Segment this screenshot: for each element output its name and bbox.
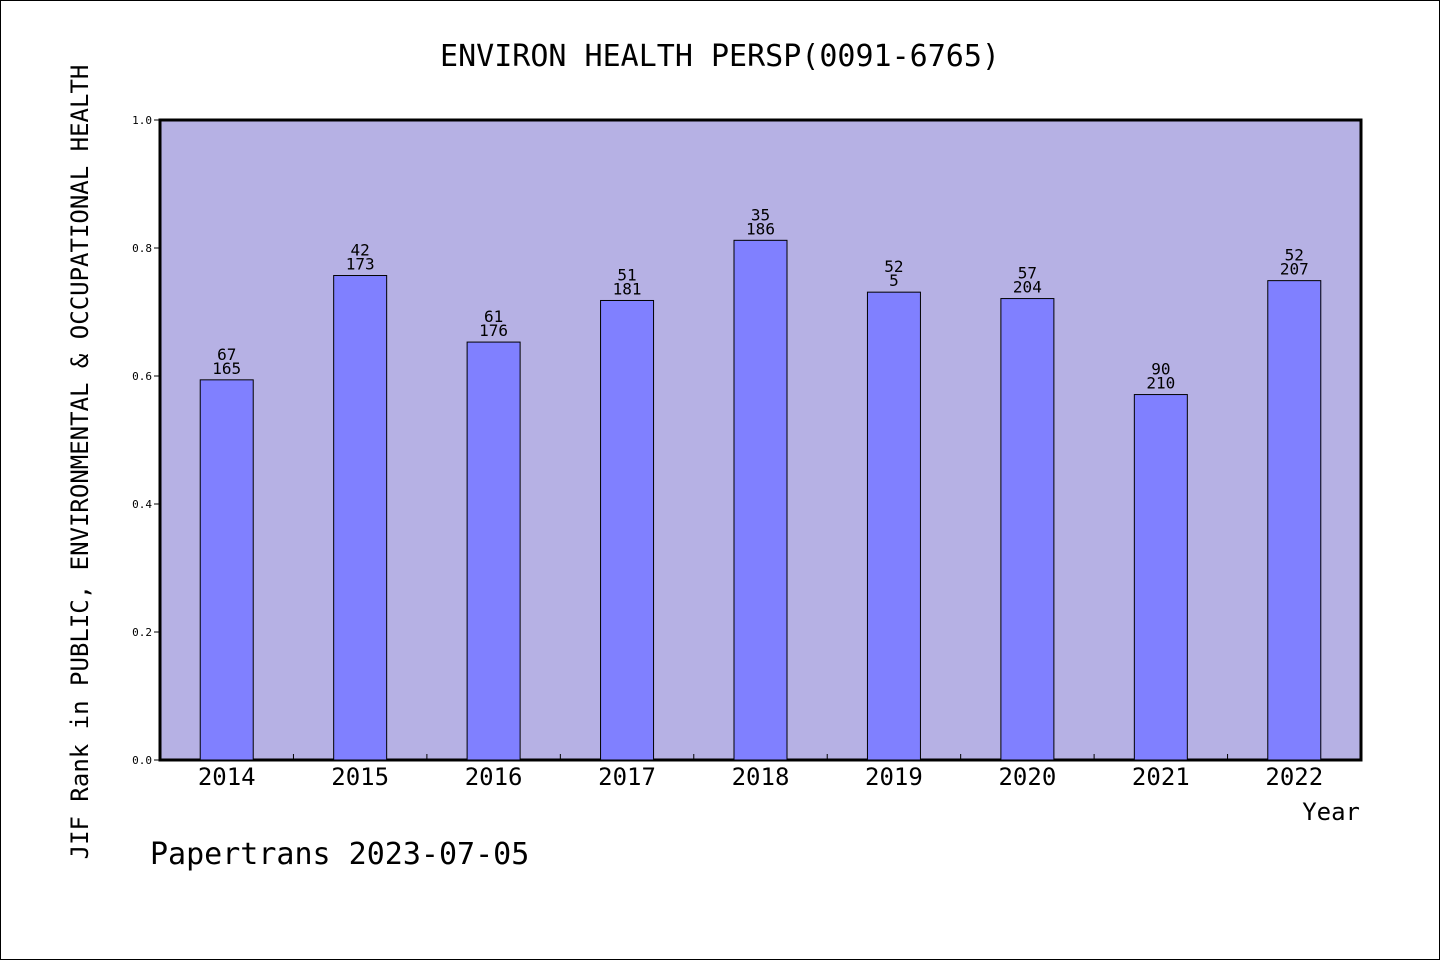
bar-label-bottom: 186 — [746, 219, 775, 238]
bar-2015 — [333, 275, 388, 761]
x-tick-label: 2016 — [465, 763, 523, 791]
bar-label-top: 35 — [751, 205, 770, 224]
bar-label-top: 57 — [1018, 264, 1037, 283]
bar-2022 — [1267, 280, 1322, 761]
x-tick-label: 2015 — [331, 763, 389, 791]
bar-label-bottom: 181 — [613, 279, 642, 298]
x-tick-label: 2017 — [598, 763, 656, 791]
bar-2020 — [1000, 298, 1055, 761]
bar-label-bottom: 165 — [212, 359, 241, 378]
y-tick-label: 0.6 — [132, 370, 152, 383]
bar-label-bottom: 173 — [346, 255, 375, 274]
x-tick-label: 2020 — [998, 763, 1056, 791]
credit-text: Papertrans 2023-07-05 — [150, 837, 529, 872]
bar-label-top: 61 — [484, 307, 503, 326]
x-tick-label: 2019 — [865, 763, 923, 791]
x-tick-label: 2022 — [1265, 763, 1323, 791]
y-axis-label: JIF Rank in PUBLIC, ENVIRONMENTAL & OCCU… — [66, 65, 94, 860]
y-tick-label: 0.4 — [132, 498, 152, 511]
y-tick-label: 0.8 — [132, 242, 152, 255]
chart-title: ENVIRON HEALTH PERSP(0091-6765) — [440, 39, 1000, 74]
bar-2018 — [733, 239, 788, 761]
y-tick-label: 0.2 — [132, 626, 152, 639]
bar-2016 — [466, 341, 521, 761]
bar-label-bottom: 207 — [1280, 260, 1309, 279]
bar-2019 — [866, 291, 921, 761]
bar-label-top: 90 — [1151, 360, 1170, 379]
x-axis: 2014 2015 2016 2017 2018 2019 2020 2021 2022 — [198, 754, 1323, 791]
bar-label-bottom: 176 — [479, 321, 508, 340]
x-tick-label: 2021 — [1132, 763, 1190, 791]
bar-2021 — [1133, 394, 1188, 761]
x-tick-label: 2014 — [198, 763, 256, 791]
y-axis: 0.0 0.2 0.4 0.6 0.8 1.0 — [132, 114, 160, 767]
bar-label-top: 52 — [1285, 246, 1304, 265]
y-tick-label: 1.0 — [132, 114, 152, 127]
bar-label-bottom: 204 — [1013, 278, 1042, 297]
x-axis-label: Year — [1302, 798, 1360, 826]
bar-2017 — [600, 299, 655, 761]
bar-label-top: 52 — [884, 257, 903, 276]
x-tick-label: 2018 — [732, 763, 790, 791]
bar-2014 — [199, 379, 254, 761]
bar-label-top: 42 — [351, 241, 370, 260]
y-tick-label: 0.0 — [132, 754, 152, 767]
bar-label-top: 67 — [217, 345, 236, 364]
bar-label-bottom: 210 — [1146, 374, 1175, 393]
bar-label-top: 51 — [617, 265, 636, 284]
bar-label-bottom: 5 — [889, 271, 899, 290]
